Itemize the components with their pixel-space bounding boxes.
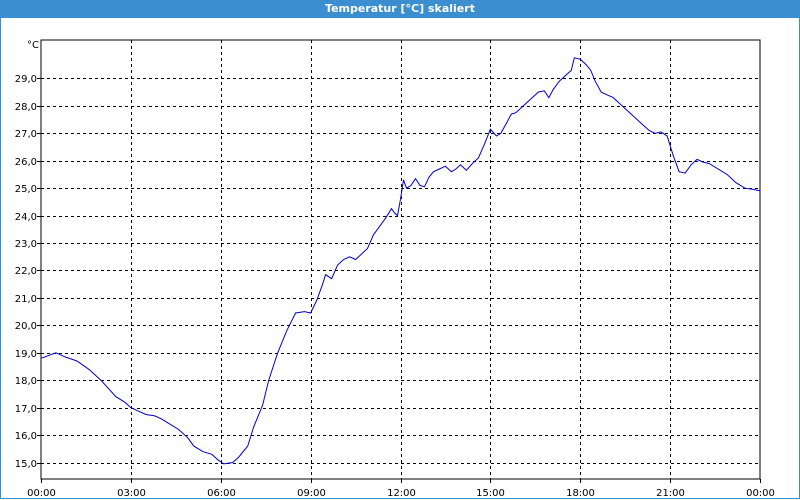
y-tick-label: 16,0 (15, 431, 37, 442)
y-tick-label: 24,0 (15, 212, 37, 223)
gridlines (41, 40, 760, 479)
y-tick-label: 17,0 (15, 404, 37, 415)
y-tick-label: 19,0 (15, 349, 37, 360)
y-tick-label: 27,0 (15, 129, 37, 140)
chart-panel: °C 15,0 16,0 17,0 18,0 19,0 20,0 21,0 22,0 23,0 2… (0, 18, 800, 499)
chart-title: Temperatur [°C] skaliert (0, 0, 800, 18)
temperature-series-line (40, 57, 761, 465)
y-tick-label: 23,0 (15, 239, 37, 250)
x-tick-time-label: 00:00 (746, 488, 775, 498)
x-tick-time-label: 00:00 (27, 488, 56, 498)
y-tick-label: 20,0 (15, 321, 37, 332)
x-tick-time-label: 15:00 (476, 488, 505, 498)
x-axis-ticks: 00:0029.07.1803:0029.07.1806:0029.07.180… (27, 479, 775, 498)
y-tick-label: 22,0 (15, 266, 37, 277)
y-tick-label: 29,0 (15, 74, 37, 85)
x-tick-time-label: 21:00 (656, 488, 685, 498)
x-tick-time-label: 09:00 (297, 488, 326, 498)
x-tick-time-label: 03:00 (117, 488, 146, 498)
x-tick-time-label: 12:00 (387, 488, 416, 498)
y-axis-ticks: 15,0 16,0 17,0 18,0 19,0 20,0 21,0 22,0 23,0 24,0… (15, 74, 41, 470)
x-tick-time-label: 06:00 (207, 488, 236, 498)
x-tick-time-label: 18:00 (566, 488, 595, 498)
y-tick-label: 21,0 (15, 294, 37, 305)
y-axis-unit-label: °C (27, 40, 39, 51)
temperature-chart: °C 15,0 16,0 17,0 18,0 19,0 20,0 21,0 22,0 23,0 2… (15, 39, 775, 498)
y-tick-label: 15,0 (15, 459, 37, 470)
plot-area (40, 39, 761, 480)
y-tick-label: 28,0 (15, 102, 37, 113)
y-tick-label: 25,0 (15, 184, 37, 195)
y-tick-label: 18,0 (15, 376, 37, 387)
y-tick-label: 26,0 (15, 157, 37, 168)
